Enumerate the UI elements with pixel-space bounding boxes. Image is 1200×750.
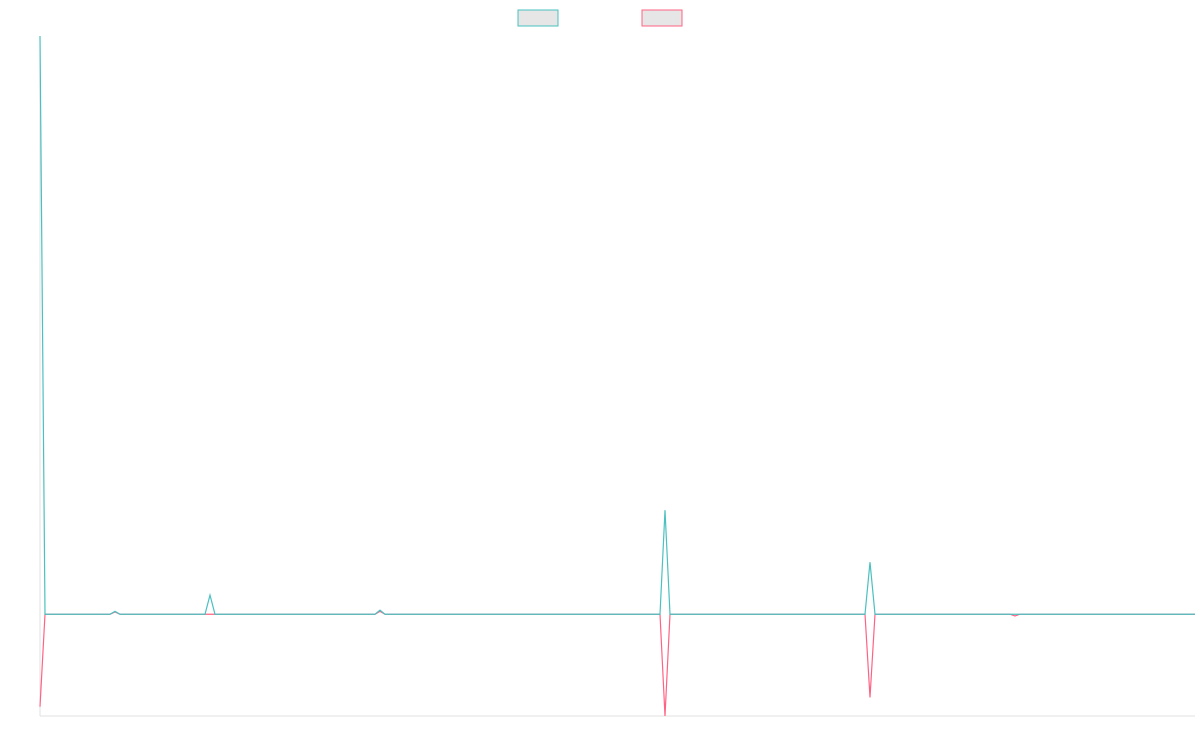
legend-swatch[interactable] [517,9,559,27]
legend-swatch[interactable] [641,9,683,27]
series-line [39,35,1195,615]
series-line [39,610,1195,717]
